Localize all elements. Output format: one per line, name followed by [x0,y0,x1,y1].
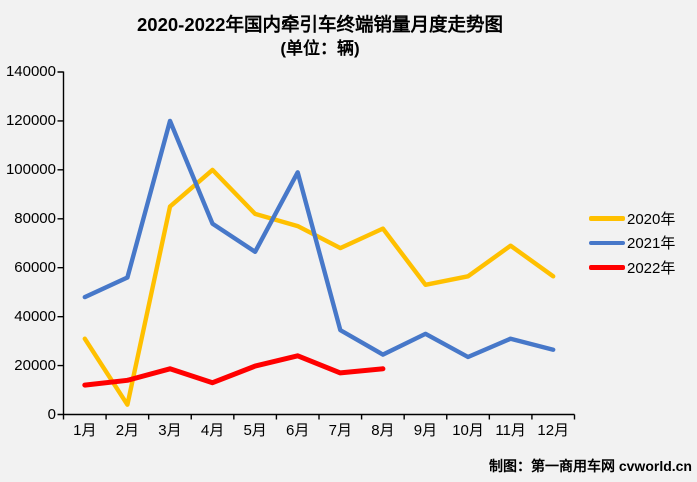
x-axis-tick-label: 5月 [243,421,267,439]
y-axis-tick-label: 20000 [14,356,56,374]
series-line-2021 [82,118,556,360]
x-axis-tick-label: 7月 [328,421,352,439]
x-axis-tick-label: 11月 [495,421,526,439]
series-line-2022 [82,353,386,388]
title-block: 2020-2022年国内牵引车终端销量月度走势图 (单位：辆) [0,12,640,60]
y-axis-tick-label: 0 [47,405,56,423]
x-axis-tick-label: 8月 [371,421,395,439]
x-axis-tick-label: 4月 [200,421,225,439]
y-axis-tick-label: 100000 [5,160,56,178]
x-axis-tick-label: 6月 [286,421,310,439]
y-axis-tick-label: 40000 [14,307,56,325]
y-axis-tick-label: 140000 [5,63,56,80]
credit-text: 制图：第一商用车网 cvworld.cn [488,458,692,474]
y-axis-tick-label: 80000 [14,209,56,227]
x-axis-tick-label: 2月 [115,421,140,439]
chart-subtitle: (单位：辆) [280,39,360,58]
series-line-2020 [82,167,556,407]
y-axis-tick-label: 120000 [5,111,56,129]
legend-line-swatch [589,265,625,270]
x-axis-tick-label: 9月 [413,421,438,439]
chart-title: 2020-2022年国内牵引车终端销量月度走势图 [137,14,503,35]
x-axis-tick-label: 3月 [158,421,182,439]
x-axis-tick-label: 1月 [73,421,97,439]
y-axis-tick-label: 60000 [14,258,56,276]
chart-legend: 2020年 2021年 2022年 [589,206,675,280]
x-axis-tick-label: 10月 [452,421,484,439]
legend-item-2020: 2020年 [589,206,675,231]
legend-label: 2021年 [627,235,676,253]
legend-item-2022: 2022年 [589,255,675,280]
legend-item-2021: 2021年 [589,231,675,256]
x-axis-tick-label: 12月 [537,421,570,439]
axes [57,71,576,420]
legend-line-swatch [589,240,625,245]
legend-label: 2022年 [627,259,676,277]
legend-line-swatch [589,216,625,221]
legend-label: 2020年 [627,210,676,228]
